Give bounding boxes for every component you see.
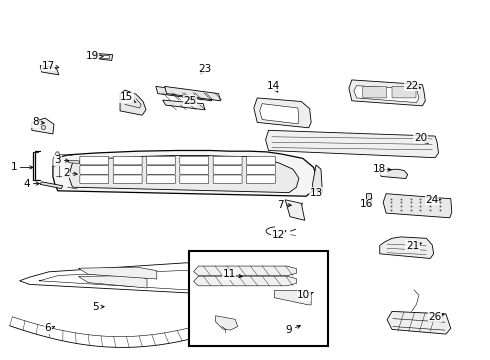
Polygon shape [266,130,439,158]
Text: 15: 15 [120,92,136,103]
Text: 17: 17 [41,60,59,71]
FancyBboxPatch shape [113,166,142,174]
Polygon shape [380,237,434,258]
FancyBboxPatch shape [147,156,175,165]
Text: 10: 10 [297,290,314,300]
Polygon shape [53,152,60,166]
Polygon shape [349,80,425,106]
Text: 5: 5 [92,302,104,312]
Text: 6: 6 [45,323,55,333]
FancyBboxPatch shape [80,156,109,165]
Polygon shape [120,90,146,115]
FancyBboxPatch shape [113,156,142,165]
Polygon shape [78,275,147,288]
Text: 8: 8 [32,117,44,127]
FancyBboxPatch shape [80,166,109,174]
Text: 13: 13 [309,188,323,198]
Polygon shape [78,267,157,279]
Text: 25: 25 [183,96,197,106]
Text: 24: 24 [425,195,440,205]
FancyBboxPatch shape [213,166,242,174]
FancyBboxPatch shape [80,175,109,184]
Polygon shape [194,266,296,276]
Polygon shape [383,194,452,218]
FancyBboxPatch shape [213,156,242,165]
Polygon shape [69,156,299,193]
FancyBboxPatch shape [180,166,209,174]
FancyBboxPatch shape [147,166,175,174]
Polygon shape [313,165,322,193]
Polygon shape [40,182,63,189]
Polygon shape [274,291,311,305]
Polygon shape [254,98,311,128]
Polygon shape [20,263,284,297]
Text: 3: 3 [54,155,69,165]
Polygon shape [32,118,54,134]
FancyBboxPatch shape [246,166,275,174]
Polygon shape [69,160,79,163]
FancyBboxPatch shape [180,156,209,165]
Polygon shape [194,276,296,286]
FancyBboxPatch shape [113,175,142,184]
Text: 14: 14 [267,81,280,92]
Polygon shape [163,100,205,110]
FancyBboxPatch shape [97,55,109,58]
Text: 26: 26 [428,312,444,322]
Polygon shape [40,66,59,75]
Text: 21: 21 [406,240,421,251]
Polygon shape [285,200,305,220]
Text: 2: 2 [63,168,77,178]
FancyBboxPatch shape [246,175,275,184]
Text: 9: 9 [286,325,300,336]
Text: 23: 23 [198,64,212,75]
FancyBboxPatch shape [363,86,387,98]
FancyBboxPatch shape [392,86,416,98]
Text: 16: 16 [360,199,373,210]
Text: 7: 7 [277,200,291,210]
Polygon shape [94,53,113,60]
Text: 19: 19 [85,51,103,61]
Text: 20: 20 [414,132,428,143]
FancyBboxPatch shape [180,175,209,184]
Polygon shape [367,194,371,206]
Polygon shape [165,86,220,101]
Text: 22: 22 [405,81,420,91]
Text: 12: 12 [271,230,286,240]
Polygon shape [354,86,419,103]
Text: 1: 1 [10,162,33,172]
Text: 4: 4 [24,179,39,189]
Polygon shape [260,104,299,124]
Polygon shape [156,86,212,101]
Polygon shape [53,150,318,196]
Polygon shape [380,169,408,179]
Polygon shape [216,316,238,330]
FancyBboxPatch shape [246,156,275,165]
Text: 18: 18 [373,164,391,174]
FancyBboxPatch shape [147,175,175,184]
Polygon shape [387,311,451,334]
Text: 11: 11 [222,269,243,279]
FancyBboxPatch shape [213,175,242,184]
FancyBboxPatch shape [189,251,328,346]
